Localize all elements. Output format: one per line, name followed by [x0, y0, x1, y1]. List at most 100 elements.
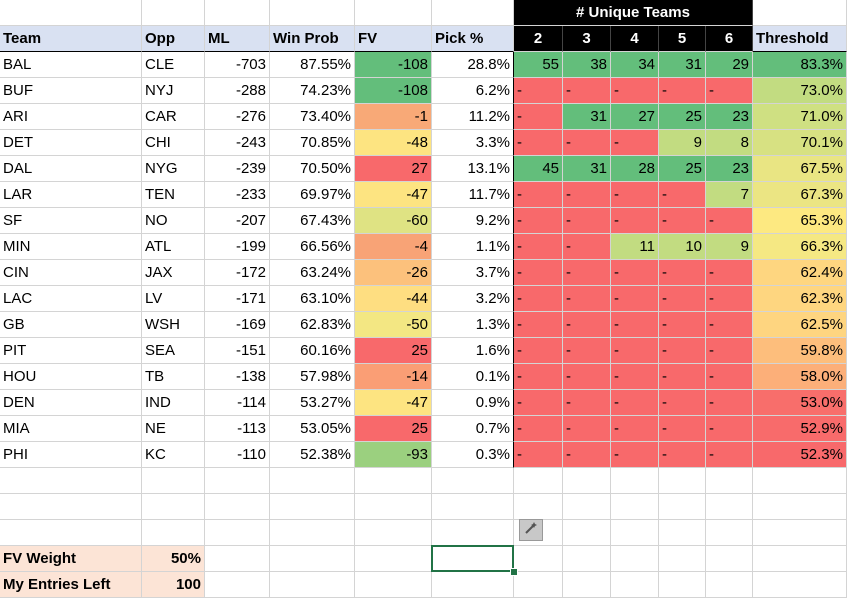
empty-cell[interactable] [563, 546, 611, 572]
empty-cell[interactable] [753, 0, 847, 26]
col-header-3[interactable]: Win Prob [270, 26, 355, 52]
empty-cell[interactable] [514, 468, 563, 494]
cell-unique-6[interactable]: 8 [706, 130, 753, 156]
cell-win[interactable]: 63.10% [270, 286, 355, 312]
cell-opp[interactable]: CHI [142, 130, 205, 156]
empty-cell[interactable] [432, 520, 514, 546]
empty-cell[interactable] [270, 0, 355, 26]
cell-pick[interactable]: 0.3% [432, 442, 514, 468]
empty-cell[interactable] [753, 572, 847, 598]
cell-unique-5[interactable]: - [659, 208, 706, 234]
cell-team[interactable]: DET [0, 130, 142, 156]
cell-opp[interactable]: WSH [142, 312, 205, 338]
unique-teams-title[interactable]: # Unique Teams [514, 0, 753, 26]
entries-left-value[interactable]: 100 [142, 572, 205, 598]
cell-unique-3[interactable]: - [563, 234, 611, 260]
col-header-2[interactable]: ML [205, 26, 270, 52]
cell-ml[interactable]: -151 [205, 338, 270, 364]
cell-ml[interactable]: -171 [205, 286, 270, 312]
cell-pick[interactable]: 3.7% [432, 260, 514, 286]
cell-unique-5[interactable]: 25 [659, 156, 706, 182]
cell-win[interactable]: 73.40% [270, 104, 355, 130]
cell-ml[interactable]: -207 [205, 208, 270, 234]
cell-unique-4[interactable]: 27 [611, 104, 659, 130]
cell-opp[interactable]: CAR [142, 104, 205, 130]
cell-threshold[interactable]: 62.3% [753, 286, 847, 312]
empty-cell[interactable] [706, 546, 753, 572]
cell-unique-2[interactable]: - [514, 338, 563, 364]
empty-cell[interactable] [205, 494, 270, 520]
cell-unique-2[interactable]: - [514, 442, 563, 468]
entries-left-label[interactable]: My Entries Left [0, 572, 142, 598]
cell-threshold[interactable]: 71.0% [753, 104, 847, 130]
cell-unique-4[interactable]: - [611, 208, 659, 234]
empty-cell[interactable] [355, 520, 432, 546]
empty-cell[interactable] [706, 494, 753, 520]
cell-unique-5[interactable]: - [659, 338, 706, 364]
cell-fv[interactable]: -14 [355, 364, 432, 390]
col-header-5[interactable]: Pick % [432, 26, 514, 52]
empty-cell[interactable] [270, 572, 355, 598]
empty-cell[interactable] [205, 0, 270, 26]
empty-cell[interactable] [753, 494, 847, 520]
cell-opp[interactable]: KC [142, 442, 205, 468]
cell-unique-5[interactable]: 25 [659, 104, 706, 130]
cell-unique-4[interactable]: 11 [611, 234, 659, 260]
cell-win[interactable]: 60.16% [270, 338, 355, 364]
cell-unique-3[interactable]: - [563, 442, 611, 468]
cell-opp[interactable]: NYJ [142, 78, 205, 104]
cell-unique-2[interactable]: - [514, 234, 563, 260]
cell-fv[interactable]: -60 [355, 208, 432, 234]
cell-win[interactable]: 52.38% [270, 442, 355, 468]
cell-win[interactable]: 87.55% [270, 52, 355, 78]
cell-threshold[interactable]: 67.3% [753, 182, 847, 208]
cell-team[interactable]: LAC [0, 286, 142, 312]
empty-cell[interactable] [706, 468, 753, 494]
cell-unique-3[interactable]: - [563, 182, 611, 208]
cell-ml[interactable]: -110 [205, 442, 270, 468]
cell-team[interactable]: DEN [0, 390, 142, 416]
empty-cell[interactable] [142, 0, 205, 26]
cell-unique-5[interactable]: - [659, 182, 706, 208]
cell-pick[interactable]: 1.1% [432, 234, 514, 260]
cell-unique-3[interactable]: - [563, 78, 611, 104]
cell-unique-6[interactable]: - [706, 286, 753, 312]
cell-unique-5[interactable]: - [659, 78, 706, 104]
cell-fv[interactable]: 25 [355, 338, 432, 364]
empty-cell[interactable] [270, 546, 355, 572]
cell-unique-3[interactable]: - [563, 286, 611, 312]
cell-pick[interactable]: 11.7% [432, 182, 514, 208]
cell-fv[interactable]: -44 [355, 286, 432, 312]
cell-team[interactable]: LAR [0, 182, 142, 208]
empty-cell[interactable] [355, 0, 432, 26]
empty-cell[interactable] [611, 494, 659, 520]
cell-win[interactable]: 63.24% [270, 260, 355, 286]
empty-cell[interactable] [514, 494, 563, 520]
cell-unique-5[interactable]: - [659, 260, 706, 286]
empty-cell[interactable] [270, 494, 355, 520]
cell-unique-2[interactable]: - [514, 312, 563, 338]
cell-unique-5[interactable]: 10 [659, 234, 706, 260]
empty-cell[interactable] [563, 468, 611, 494]
empty-cell[interactable] [355, 572, 432, 598]
cell-unique-4[interactable]: - [611, 182, 659, 208]
empty-cell[interactable] [659, 468, 706, 494]
cell-win[interactable]: 70.50% [270, 156, 355, 182]
cell-pick[interactable]: 11.2% [432, 104, 514, 130]
cell-threshold[interactable]: 73.0% [753, 78, 847, 104]
quick-analysis-icon[interactable] [519, 519, 543, 541]
cell-threshold[interactable]: 53.0% [753, 390, 847, 416]
empty-cell[interactable] [563, 520, 611, 546]
cell-unique-6[interactable]: 23 [706, 104, 753, 130]
cell-fv[interactable]: 25 [355, 416, 432, 442]
cell-threshold[interactable]: 67.5% [753, 156, 847, 182]
cell-ml[interactable]: -239 [205, 156, 270, 182]
cell-unique-5[interactable]: - [659, 312, 706, 338]
selected-cell[interactable] [431, 545, 514, 572]
empty-cell[interactable] [142, 520, 205, 546]
cell-opp[interactable]: NE [142, 416, 205, 442]
cell-unique-6[interactable]: - [706, 390, 753, 416]
cell-unique-6[interactable]: 7 [706, 182, 753, 208]
col-header-1[interactable]: Opp [142, 26, 205, 52]
cell-pick[interactable]: 0.7% [432, 416, 514, 442]
